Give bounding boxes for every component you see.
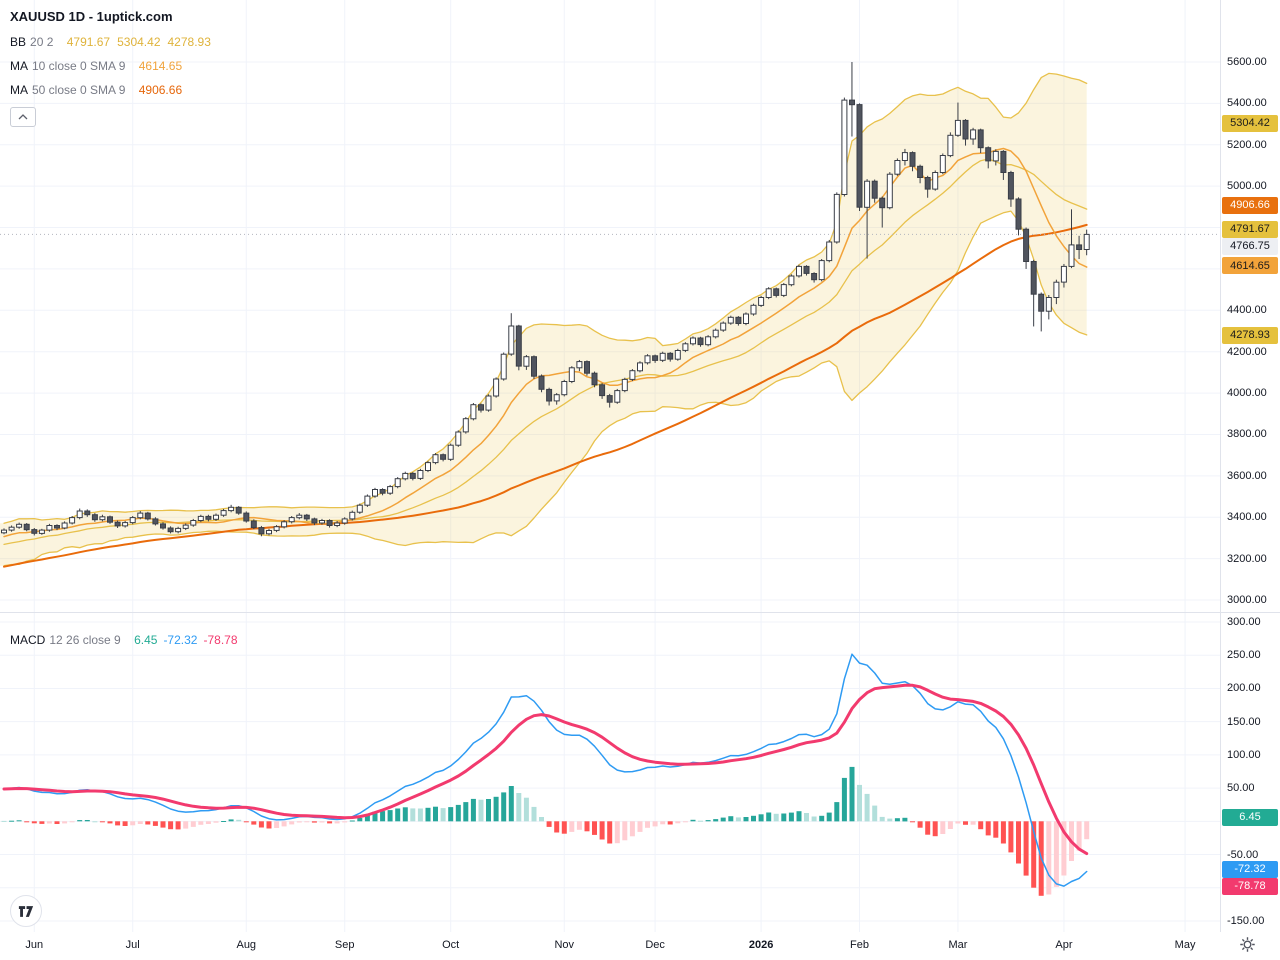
axis-tick-label: 3800.00 (1227, 428, 1267, 441)
indicator-row-ma50[interactable]: MA 50 close 0 SMA 9 4906.66 (10, 79, 218, 103)
axis-tick-label: 100.00 (1227, 748, 1261, 761)
month-label: Jul (125, 939, 140, 951)
month-label: Sep (334, 939, 355, 951)
axis-tick-label: 3400.00 (1227, 511, 1267, 524)
axis-tick-label: 4200.00 (1227, 345, 1267, 358)
gear-icon[interactable] (1239, 936, 1256, 953)
macd-line-value: -72.32 (163, 633, 198, 647)
month-label: 2026 (748, 939, 774, 951)
macd-hist-value: 6.45 (134, 633, 158, 647)
ma50-params: 50 close 0 SMA 9 (32, 83, 126, 97)
axis-tick-label: 3600.00 (1227, 469, 1267, 482)
indicator-row-bb[interactable]: BB 20 2 4791.67 5304.42 4278.93 (10, 31, 218, 55)
month-label: Apr (1055, 939, 1073, 951)
price-badge: 4278.93 (1222, 326, 1278, 344)
price-scale[interactable]: 5600.00 5400.00 5200.00 5000.00 4400.00 4200.… (1220, 0, 1280, 932)
axis-tick-label: 300.00 (1227, 616, 1261, 628)
bb-upper-value: 5304.42 (117, 35, 161, 49)
main-legend: XAUUSD 1D - 1uptick.com BB 20 2 4791.67 53… (10, 7, 218, 127)
axis-tick-label: 200.00 (1227, 682, 1261, 695)
price-badge: 4766.75 (1222, 237, 1278, 255)
price-badge: 6.45 (1222, 808, 1278, 826)
axis-tick-label: -50.00 (1227, 848, 1259, 861)
axis-tick-label: 5600.00 (1227, 56, 1267, 68)
time-scale[interactable]: Jun Jul Aug Sep Oct Nov Dec 2026 Feb Mar Apr May (0, 932, 1280, 960)
axis-tick-label: -150.00 (1227, 915, 1265, 927)
month-label: Aug (236, 939, 257, 951)
price-badge: 4614.65 (1222, 257, 1278, 275)
axis-tick-label: 3200.00 (1227, 552, 1267, 565)
bb-name: BB (10, 35, 27, 49)
axis-tick-label: 5000.00 (1227, 180, 1267, 193)
month-label: Mar (948, 939, 968, 951)
ma10-value: 4614.65 (138, 59, 183, 73)
price-badge: -72.32 (1222, 860, 1278, 878)
macd-params: 12 26 close 9 (49, 633, 121, 647)
ma10-name: MA (10, 59, 28, 73)
chevron-up-icon (18, 114, 28, 120)
indicator-row-ma10[interactable]: MA 10 close 0 SMA 9 4614.65 (10, 55, 218, 79)
bb-lower-value: 4278.93 (167, 35, 211, 49)
ma50-value: 4906.66 (138, 83, 183, 97)
macd-signal-value: -78.78 (203, 633, 238, 647)
price-badge: -78.78 (1222, 877, 1278, 895)
axis-tick-label: 4000.00 (1227, 387, 1267, 400)
month-label: Feb (850, 939, 869, 951)
axis-tick-label: 3000.00 (1227, 594, 1267, 606)
ma10-params: 10 close 0 SMA 9 (32, 59, 126, 73)
axis-tick-label: 4400.00 (1227, 304, 1267, 317)
axis-tick-label: 150.00 (1227, 715, 1261, 728)
axis-tick-label: 50.00 (1227, 782, 1255, 795)
month-label: Dec (645, 939, 665, 951)
price-badge: 4791.67 (1222, 220, 1278, 238)
month-label: Oct (442, 939, 460, 951)
macd-name: MACD (10, 633, 46, 647)
symbol-title: XAUUSD 1D - 1uptick.com (10, 9, 173, 24)
tradingview-logo[interactable] (10, 895, 42, 927)
ma50-name: MA (10, 83, 28, 97)
tradingview-logo-glyph (18, 905, 34, 917)
axis-tick-label: 5200.00 (1227, 138, 1267, 151)
month-label: May (1174, 939, 1196, 951)
price-badge: 5304.42 (1222, 114, 1278, 132)
collapse-legend-button[interactable] (10, 107, 36, 127)
axis-tick-label: 250.00 (1227, 649, 1261, 662)
bb-basis-value: 4791.67 (66, 35, 111, 49)
bb-params: 20 2 (30, 35, 54, 49)
month-label: Jun (25, 939, 44, 951)
macd-legend[interactable]: MACD 12 26 close 9 6.45 -72.32 -78.78 (10, 630, 244, 650)
axis-tick-label: 5400.00 (1227, 97, 1267, 110)
month-label: Nov (554, 939, 575, 951)
price-badge: 4906.66 (1222, 196, 1278, 214)
